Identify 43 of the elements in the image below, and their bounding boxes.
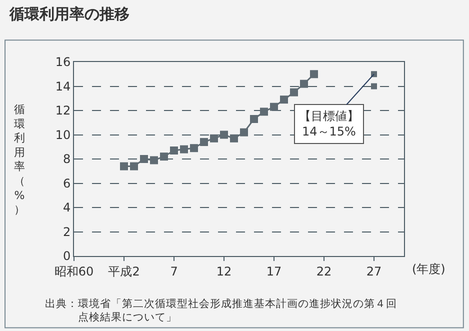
y-tick-label: 6 <box>62 176 71 190</box>
y-tick-label: 14 <box>55 79 71 94</box>
y-tick-label: 0 <box>62 249 71 264</box>
point <box>180 145 188 154</box>
point <box>270 102 278 111</box>
y-axis-title: 循環利用率（%） <box>14 103 25 216</box>
point <box>240 128 248 136</box>
point <box>150 156 158 164</box>
y-tick-label: 16 <box>55 55 71 70</box>
y-tick-label: 4 <box>62 200 71 215</box>
point <box>290 88 298 96</box>
annotation: 【目標値】 14～15% <box>299 109 359 139</box>
y-tick-label: 2 <box>62 224 71 239</box>
point <box>200 138 208 146</box>
point <box>170 146 178 155</box>
point <box>220 130 228 139</box>
x-tick-label: 22 <box>316 264 332 278</box>
point <box>230 134 238 142</box>
point <box>160 152 168 161</box>
x-tick-label: 17 <box>266 264 282 278</box>
point <box>210 134 218 142</box>
point <box>310 70 318 78</box>
x-tick-label: 昭和60 <box>54 264 94 278</box>
x-tick-label: 12 <box>216 264 232 278</box>
point <box>190 144 198 152</box>
point <box>371 83 377 90</box>
x-axis-title: (年度) <box>412 262 446 276</box>
y-tick-label: 12 <box>55 104 71 118</box>
point <box>130 162 138 170</box>
point <box>260 108 268 116</box>
point <box>300 80 308 88</box>
chart-title: 循環利用率の推移 <box>8 4 130 23</box>
point <box>140 155 148 163</box>
x-tick-label: 27 <box>366 264 382 278</box>
source-note: 出典：環境省「第二次循環型社会形成推進基本計画の進捗状況の第４回点検結果について」 <box>45 297 397 324</box>
x-tick-label: 平成2 <box>108 264 140 278</box>
y-tick-label: 10 <box>55 128 71 142</box>
point <box>120 162 128 170</box>
y-tick-label: 8 <box>62 152 71 166</box>
point <box>371 71 377 78</box>
x-tick-label: 7 <box>170 264 178 278</box>
point <box>280 96 288 104</box>
point <box>250 114 258 123</box>
